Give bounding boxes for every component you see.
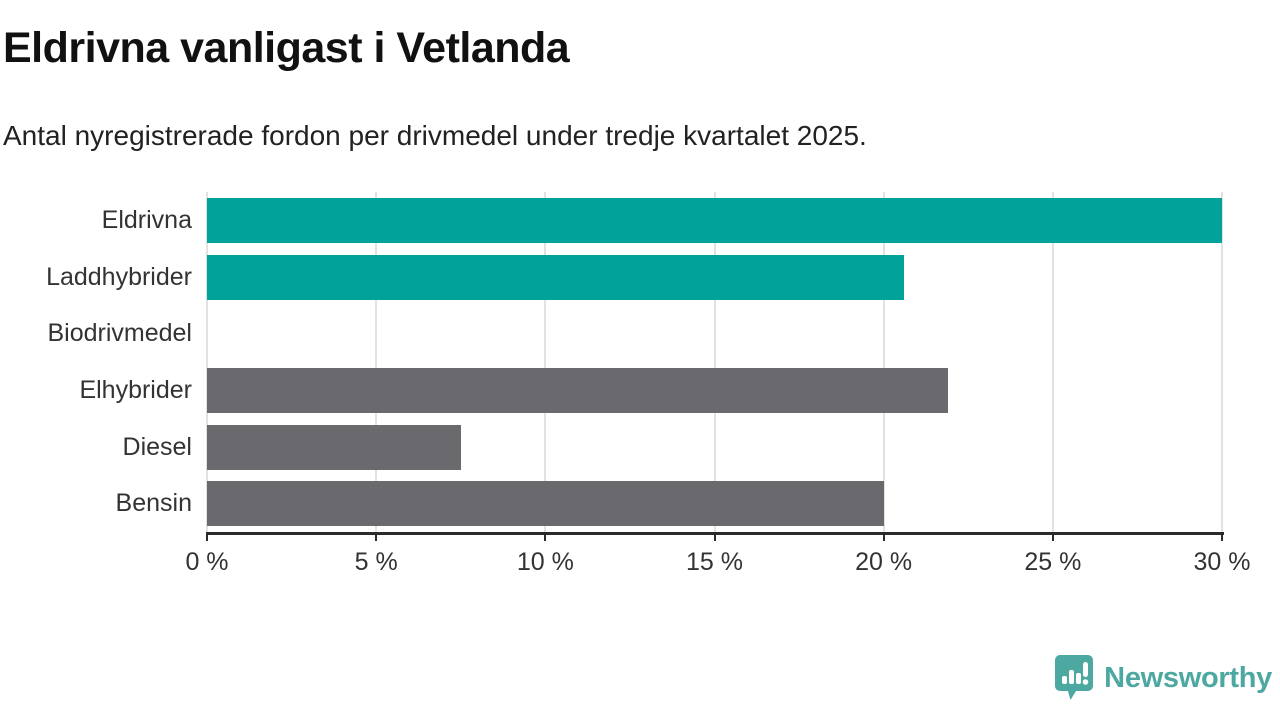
gridline [206, 192, 208, 532]
bar-bensin [207, 481, 884, 527]
chart-title: Eldrivna vanligast i Vetlanda [3, 24, 570, 72]
x-tick-label: 10 % [516, 548, 574, 576]
axis-tick [375, 532, 378, 541]
chart-subtitle: Antal nyregistrerade fordon per drivmede… [3, 120, 867, 151]
axis-tick [882, 532, 885, 541]
x-axis-line [207, 532, 1224, 535]
bar-eldrivna [207, 197, 1222, 243]
x-tick-label: 15 % [686, 548, 743, 576]
gridline [1221, 192, 1223, 532]
x-tick-label: 25 % [1024, 548, 1082, 576]
category-label: Elhybrider [79, 375, 192, 404]
x-tick-label: 0 % [185, 548, 229, 576]
gridline [544, 192, 547, 532]
axis-tick [206, 532, 208, 541]
axis-tick [1051, 532, 1054, 541]
gridline [375, 192, 378, 532]
category-label: Laddhybrider [46, 262, 192, 291]
axis-tick [713, 532, 716, 541]
x-tick-label: 30 % [1193, 548, 1251, 576]
x-tick-label: 20 % [855, 548, 913, 576]
bar-diesel [207, 424, 461, 470]
category-label: Bensin [115, 489, 192, 518]
axis-tick [1221, 532, 1223, 541]
newsworthy-wordmark: Newsworthy [1104, 661, 1272, 694]
axis-tick [544, 532, 547, 541]
bar-elhybrider [207, 367, 948, 413]
x-tick-label: 5 % [354, 548, 398, 576]
gridline [1051, 192, 1054, 532]
category-label: Biodrivmedel [47, 319, 192, 348]
category-label: Diesel [122, 432, 192, 461]
newsworthy-logo: Newsworthy [1054, 654, 1272, 702]
newsworthy-icon [1055, 655, 1094, 700]
gridline [882, 192, 885, 532]
bar-laddhybrider [207, 254, 904, 300]
plot-area [206, 192, 1224, 541]
gridline [713, 192, 716, 532]
category-label: Eldrivna [101, 205, 192, 234]
